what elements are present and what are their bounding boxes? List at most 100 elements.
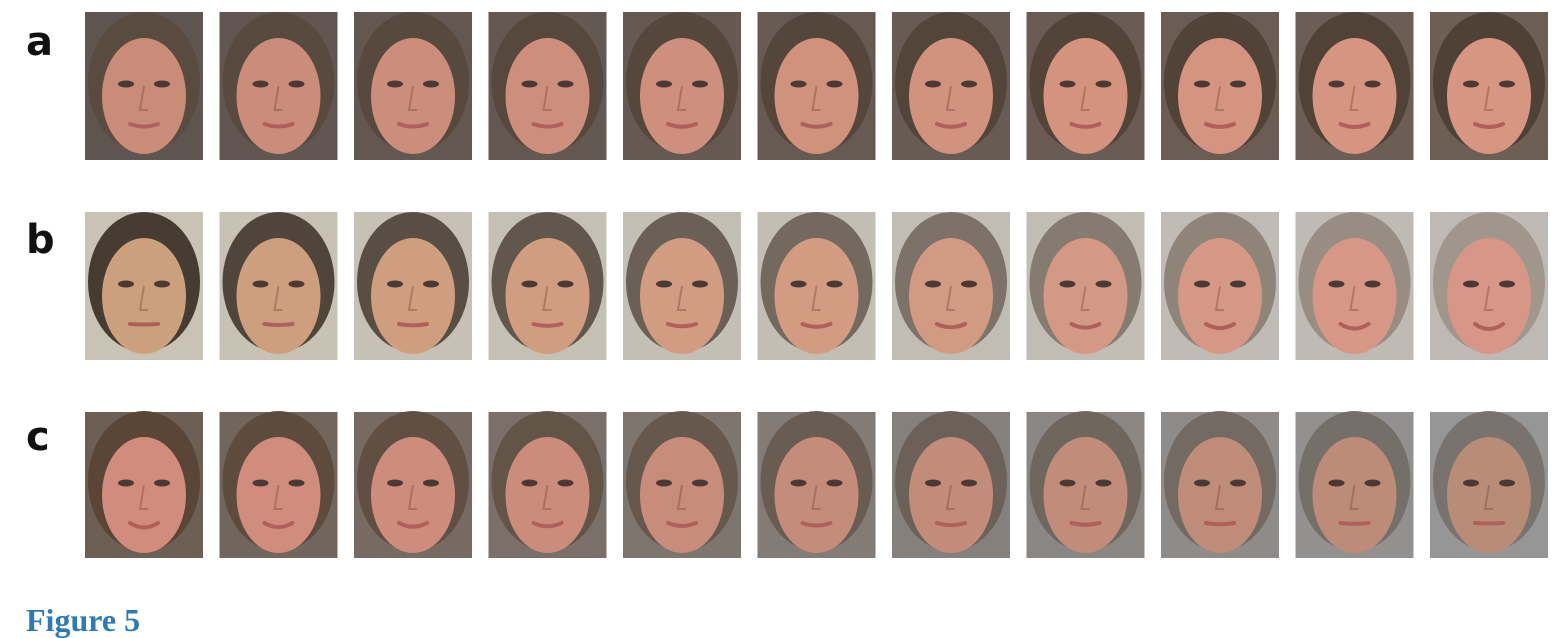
eye [154, 280, 170, 288]
face-image [1026, 212, 1145, 360]
face-image [1026, 411, 1145, 558]
face [1447, 238, 1531, 354]
eye [961, 80, 977, 88]
face-image [219, 12, 338, 160]
face [1178, 38, 1262, 154]
nose [945, 484, 955, 510]
nose [407, 85, 417, 111]
face-image [488, 212, 607, 360]
mouth [1338, 122, 1371, 129]
panel-label: b [26, 217, 55, 263]
eye [521, 80, 538, 88]
nose [1214, 484, 1224, 510]
eye [252, 280, 269, 288]
face-image [757, 212, 876, 360]
eye [118, 80, 134, 88]
eye [826, 80, 843, 88]
mouth [1473, 521, 1505, 526]
nose [138, 484, 148, 510]
eye [1364, 280, 1381, 288]
eye [1095, 280, 1112, 288]
mouth [262, 322, 295, 327]
eye [826, 479, 843, 487]
nose [407, 484, 417, 510]
eye [656, 80, 672, 88]
eye [925, 280, 941, 288]
eye [692, 479, 708, 487]
face-image [219, 411, 338, 558]
mouth [128, 322, 160, 327]
eye [252, 80, 269, 88]
eye [154, 479, 170, 487]
nose [542, 484, 552, 510]
face [371, 238, 455, 354]
nose [1483, 484, 1493, 510]
face [1178, 238, 1262, 354]
face [371, 437, 455, 553]
nose [273, 484, 283, 510]
eye [521, 479, 538, 487]
eye [387, 80, 403, 88]
mouth [1338, 521, 1371, 526]
eye [1194, 80, 1210, 88]
eye [252, 479, 269, 487]
mouth [935, 521, 967, 528]
face [909, 38, 993, 154]
face [1447, 437, 1531, 553]
eye [423, 280, 439, 288]
face-grid [85, 12, 1548, 558]
face [236, 437, 321, 553]
face [1312, 38, 1397, 154]
mouth [1069, 521, 1102, 527]
mouth [531, 322, 564, 328]
face [102, 437, 186, 553]
face [505, 38, 590, 154]
mouth [1473, 122, 1505, 129]
face-image [1430, 212, 1548, 360]
eye [1463, 479, 1479, 487]
face [909, 238, 993, 354]
nose [1349, 285, 1359, 311]
face-image [85, 12, 203, 160]
mouth [1338, 322, 1371, 331]
nose [1349, 484, 1359, 510]
nose [811, 484, 821, 510]
nose [273, 85, 283, 111]
face [774, 437, 859, 553]
face [774, 38, 859, 154]
eye [656, 280, 672, 288]
face-image [1026, 12, 1145, 160]
nose [676, 285, 686, 311]
eye [790, 280, 807, 288]
mouth [935, 322, 967, 330]
mouth [531, 122, 564, 129]
face-image [85, 411, 203, 558]
mouth [397, 122, 429, 129]
eye [692, 280, 708, 288]
face [102, 238, 186, 354]
eye [1499, 479, 1515, 487]
eye [1095, 479, 1112, 487]
face [1312, 238, 1397, 354]
eye [692, 80, 708, 88]
face [640, 437, 724, 553]
nose [1080, 85, 1090, 111]
eye [1095, 80, 1112, 88]
face [1312, 437, 1397, 553]
face [640, 38, 724, 154]
figure-caption: Figure 5 [26, 602, 141, 638]
face-image [488, 411, 607, 558]
nose [273, 285, 283, 311]
mouth [1069, 122, 1102, 129]
face [1043, 38, 1128, 154]
eye [1059, 479, 1076, 487]
face [1178, 437, 1262, 553]
eye [925, 479, 941, 487]
eye [423, 479, 439, 487]
eye [1364, 479, 1381, 487]
eye [961, 479, 977, 487]
face-image [354, 212, 472, 360]
eye [1499, 280, 1515, 288]
face [505, 238, 590, 354]
